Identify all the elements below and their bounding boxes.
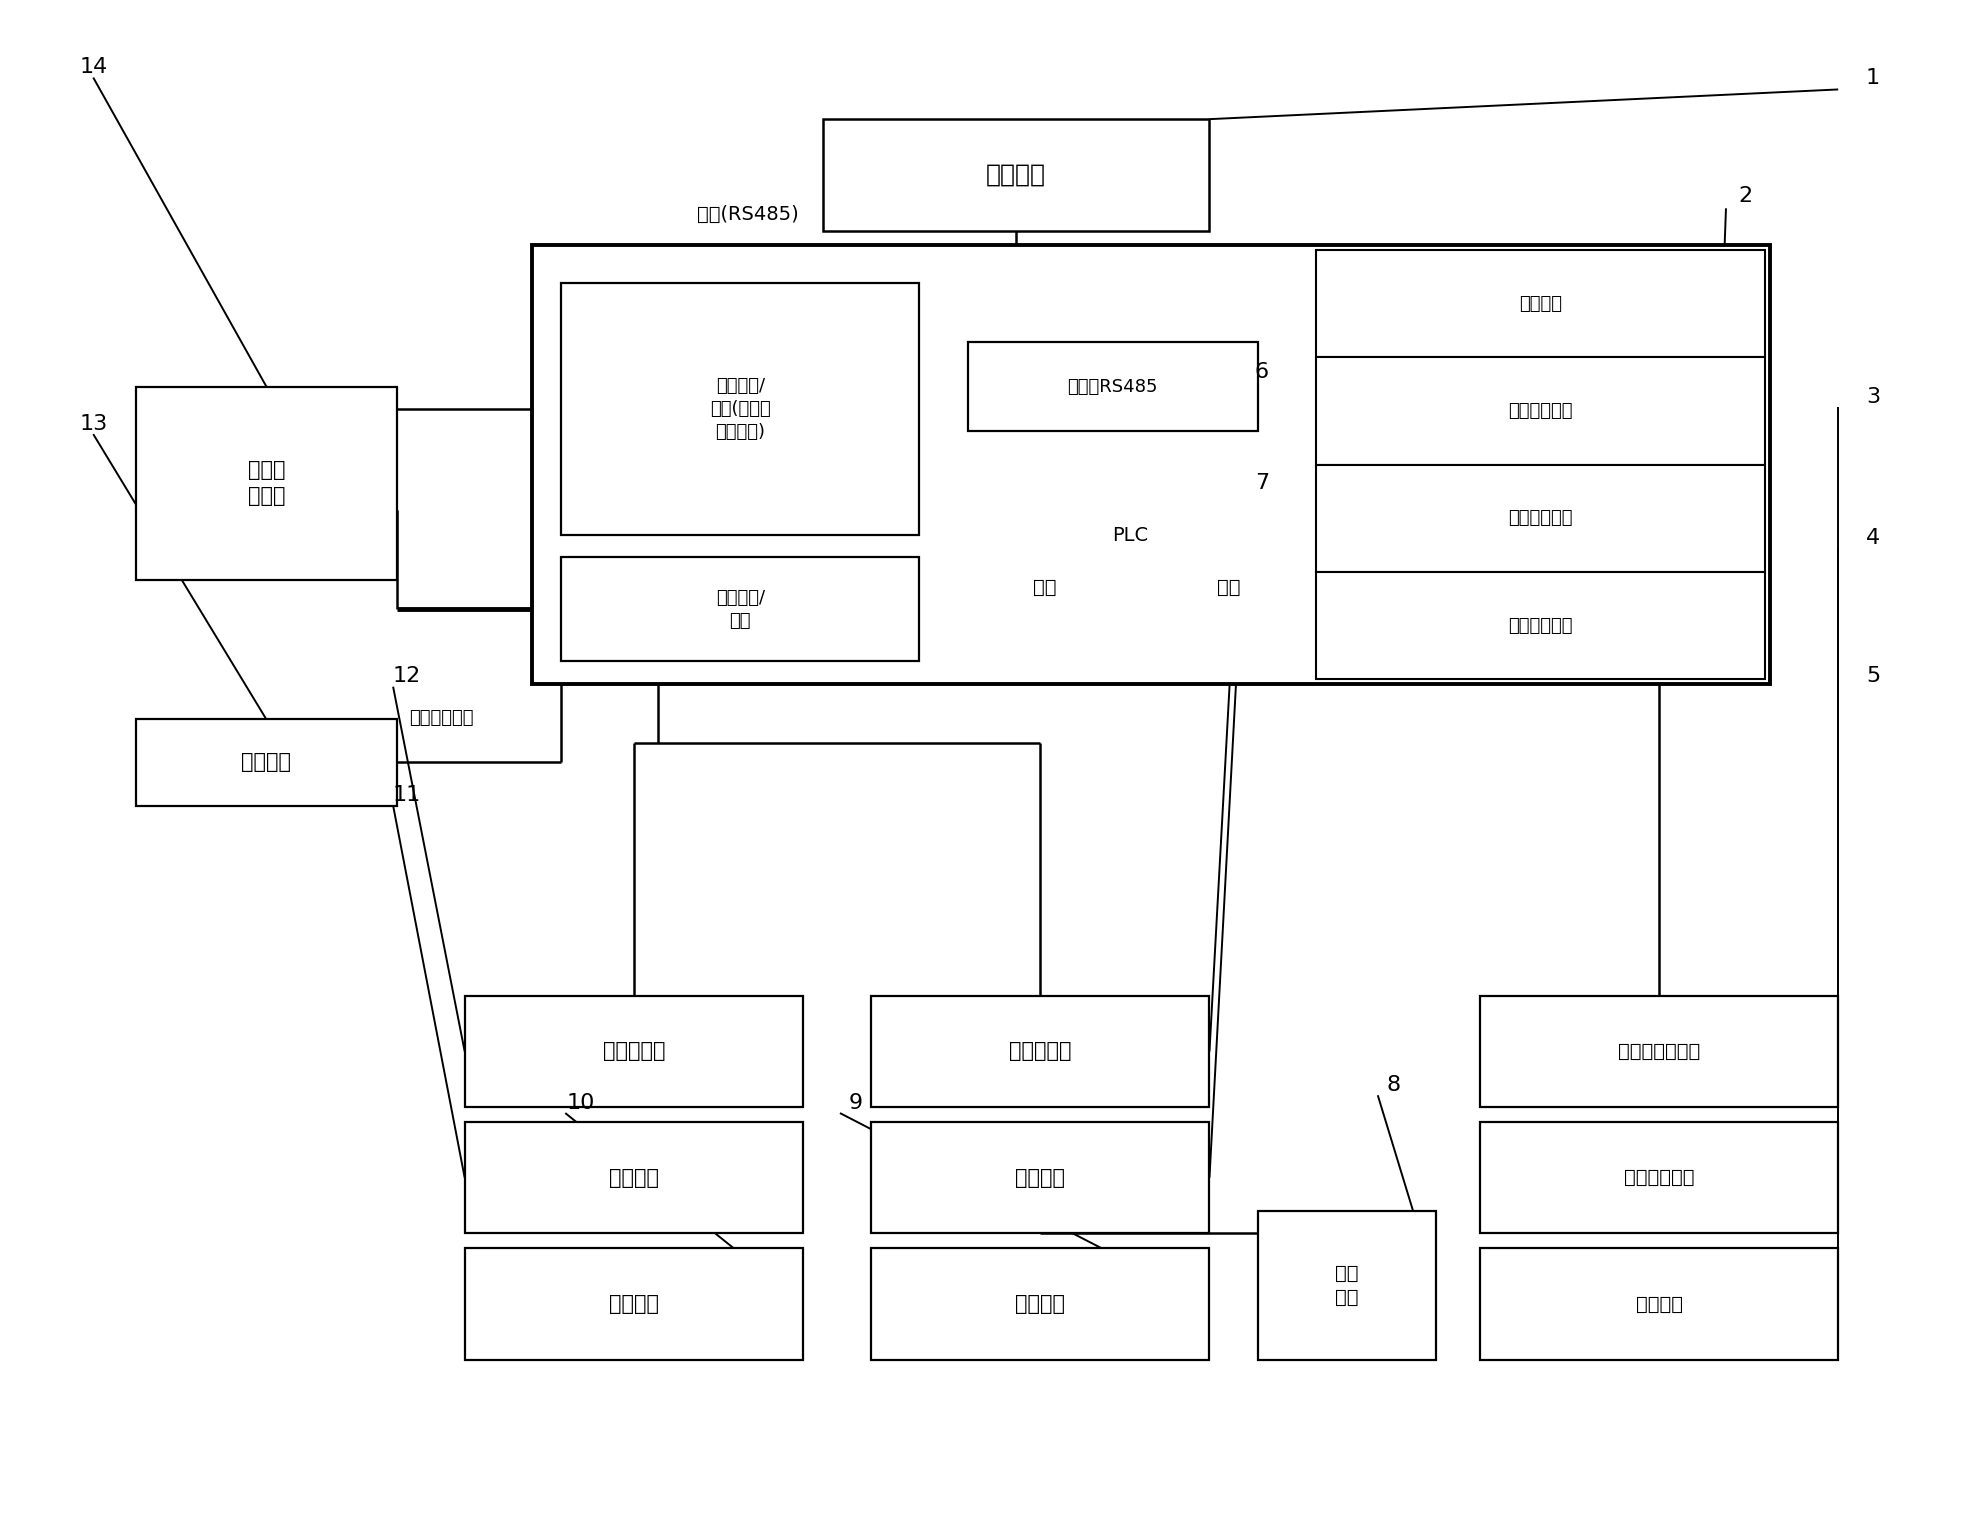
Text: 接近开关: 接近开关 <box>241 752 292 773</box>
FancyBboxPatch shape <box>1316 250 1764 358</box>
Text: 拉紧速度控制: 拉紧速度控制 <box>1486 387 1551 405</box>
Text: 排线机构: 排线机构 <box>1636 1295 1681 1313</box>
Text: 拉丝电机: 拉丝电机 <box>608 1167 659 1187</box>
Text: 9: 9 <box>848 1093 862 1113</box>
Text: 排线伺服驱动器: 排线伺服驱动器 <box>1618 1041 1699 1061</box>
Text: 数字输入/
输出(含高速
输入输出): 数字输入/ 输出(含高速 输入输出) <box>710 377 769 441</box>
Text: 1: 1 <box>1864 68 1878 88</box>
Text: 软件: 软件 <box>1217 578 1239 597</box>
FancyBboxPatch shape <box>464 996 803 1107</box>
FancyBboxPatch shape <box>464 1248 803 1360</box>
FancyBboxPatch shape <box>870 996 1209 1107</box>
FancyBboxPatch shape <box>1480 1122 1837 1234</box>
FancyBboxPatch shape <box>136 720 397 805</box>
FancyBboxPatch shape <box>136 387 397 579</box>
FancyBboxPatch shape <box>1316 572 1764 679</box>
Text: 收线张力检测: 收线张力检测 <box>408 709 474 726</box>
Text: 8: 8 <box>1385 1075 1399 1095</box>
FancyBboxPatch shape <box>1316 356 1720 434</box>
Text: 5: 5 <box>1864 667 1878 687</box>
Text: 收卷
脉冲: 收卷 脉冲 <box>1334 1264 1357 1307</box>
FancyBboxPatch shape <box>1480 1248 1837 1360</box>
FancyBboxPatch shape <box>1316 438 1720 515</box>
Text: 7: 7 <box>1255 473 1269 493</box>
Text: 模拟输入/
输出: 模拟输入/ 输出 <box>716 590 764 629</box>
Text: 收卷电机: 收卷电机 <box>1014 1167 1065 1187</box>
Text: 串行(RS485): 串行(RS485) <box>696 205 799 224</box>
Text: 13: 13 <box>79 414 107 434</box>
Text: 拉紧速度控制: 拉紧速度控制 <box>1507 402 1572 420</box>
FancyBboxPatch shape <box>1316 520 1720 676</box>
Text: 排线位置控制: 排线位置控制 <box>1486 590 1551 608</box>
FancyBboxPatch shape <box>870 1248 1209 1360</box>
Text: 2: 2 <box>1738 186 1752 206</box>
FancyBboxPatch shape <box>1316 464 1764 572</box>
Text: 整机控制: 整机控制 <box>1517 294 1561 312</box>
Text: 11: 11 <box>393 785 420 805</box>
Text: 收卷变频器: 收卷变频器 <box>1008 1041 1071 1061</box>
Text: 拉丝变频器: 拉丝变频器 <box>602 1041 665 1061</box>
FancyBboxPatch shape <box>1480 996 1837 1107</box>
Text: 机台与
操作台: 机台与 操作台 <box>247 461 284 506</box>
Text: 排线伺服电机: 排线伺服电机 <box>1624 1169 1693 1187</box>
Text: 12: 12 <box>393 667 420 687</box>
FancyBboxPatch shape <box>1257 1211 1434 1360</box>
Text: 人机界面: 人机界面 <box>986 162 1046 186</box>
FancyBboxPatch shape <box>533 246 1770 684</box>
Text: 收卷速度控制: 收卷速度控制 <box>1486 468 1551 487</box>
FancyBboxPatch shape <box>823 120 1209 230</box>
Text: 串行口RS485: 串行口RS485 <box>1067 377 1158 396</box>
FancyBboxPatch shape <box>967 343 1257 431</box>
FancyBboxPatch shape <box>1316 276 1720 352</box>
Text: 4: 4 <box>1864 528 1878 549</box>
Text: PLC: PLC <box>1111 526 1148 544</box>
Text: 拉丝机构: 拉丝机构 <box>608 1295 659 1314</box>
Text: 排线位置控制: 排线位置控制 <box>1507 617 1572 635</box>
Text: 14: 14 <box>79 58 107 77</box>
Text: 收卷机构: 收卷机构 <box>1014 1295 1065 1314</box>
Text: 硬件: 硬件 <box>1032 578 1056 597</box>
FancyBboxPatch shape <box>464 1122 803 1234</box>
FancyBboxPatch shape <box>1316 358 1764 464</box>
Text: 6: 6 <box>1255 362 1269 382</box>
Text: 3: 3 <box>1864 387 1878 406</box>
Text: 收卷速度控制: 收卷速度控制 <box>1507 509 1572 528</box>
Text: 10: 10 <box>566 1093 594 1113</box>
FancyBboxPatch shape <box>560 282 919 535</box>
FancyBboxPatch shape <box>560 558 919 661</box>
FancyBboxPatch shape <box>870 1122 1209 1234</box>
Text: 整机控制: 整机控制 <box>1498 305 1539 323</box>
